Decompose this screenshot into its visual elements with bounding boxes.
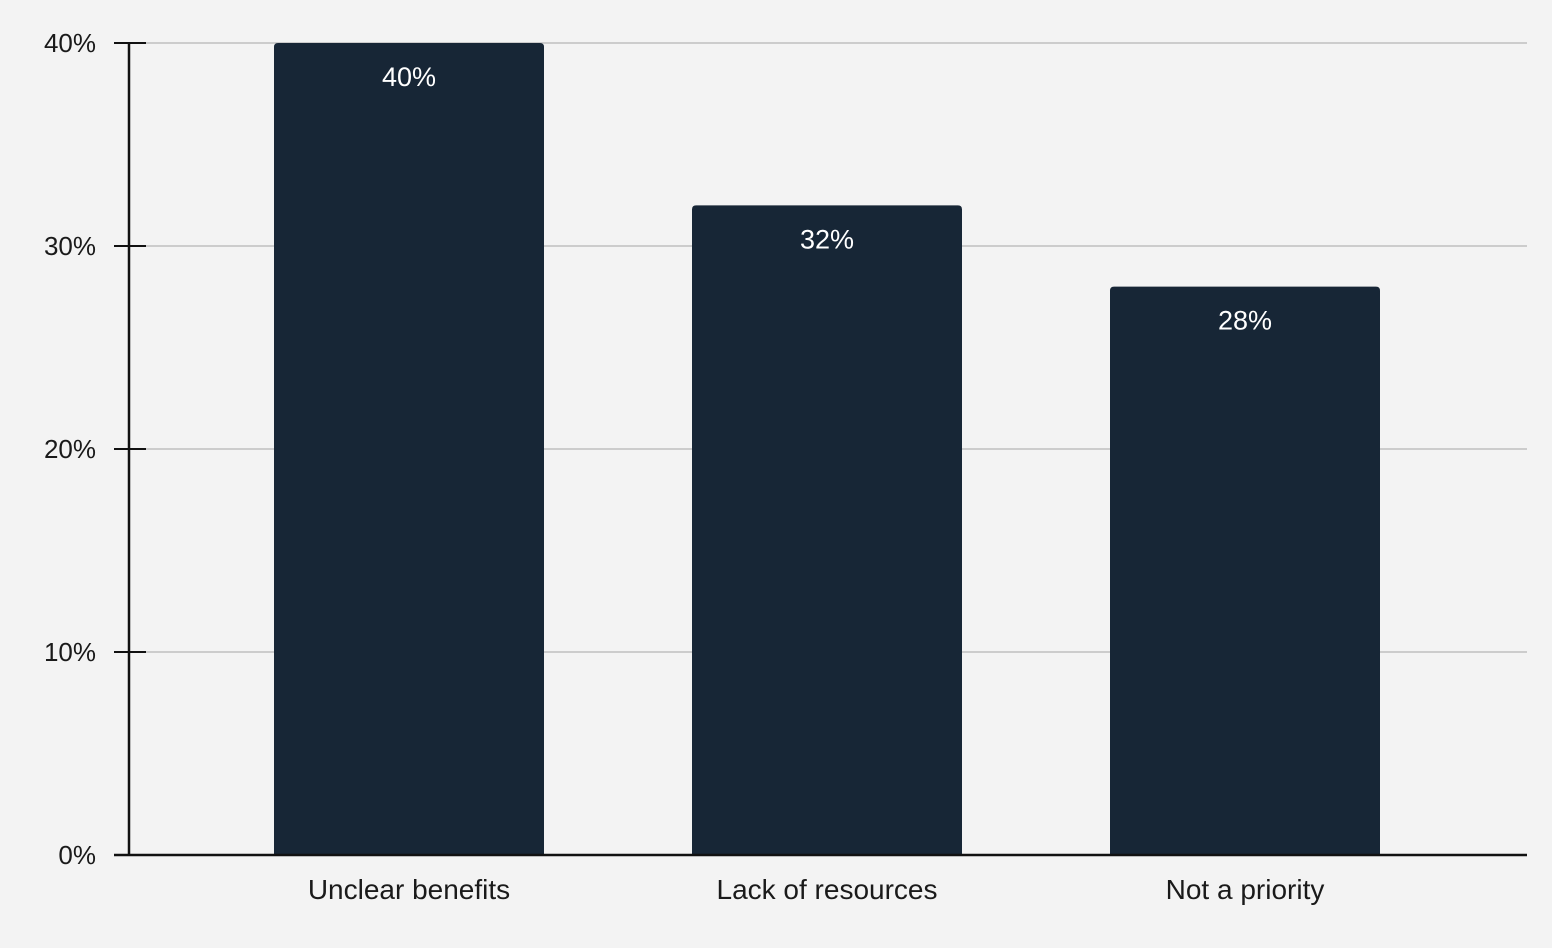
x-category-label: Lack of resources <box>717 874 938 905</box>
bar-value-label: 28% <box>1218 306 1272 336</box>
bar-not-a-priority <box>1110 286 1380 856</box>
bar-value-label: 32% <box>800 224 854 254</box>
y-tick-label: 30% <box>44 231 96 261</box>
bars <box>274 43 1380 856</box>
bar-unclear-benefits <box>274 43 544 855</box>
bar-value-label: 40% <box>382 62 436 92</box>
y-tick-label: 0% <box>58 840 96 870</box>
y-tick-label: 40% <box>44 28 96 58</box>
y-axis-ticks: 0% 10% 20% 30% 40% <box>44 28 146 870</box>
y-tick-label: 20% <box>44 434 96 464</box>
bar-data-labels: 40% 32% 28% <box>382 62 1272 336</box>
x-axis-labels: Unclear benefits Lack of resources Not a p… <box>308 874 1325 905</box>
x-category-label: Unclear benefits <box>308 874 510 905</box>
y-tick-label: 10% <box>44 637 96 667</box>
x-category-label: Not a priority <box>1166 874 1325 905</box>
bar-lack-of-resources <box>692 205 962 855</box>
